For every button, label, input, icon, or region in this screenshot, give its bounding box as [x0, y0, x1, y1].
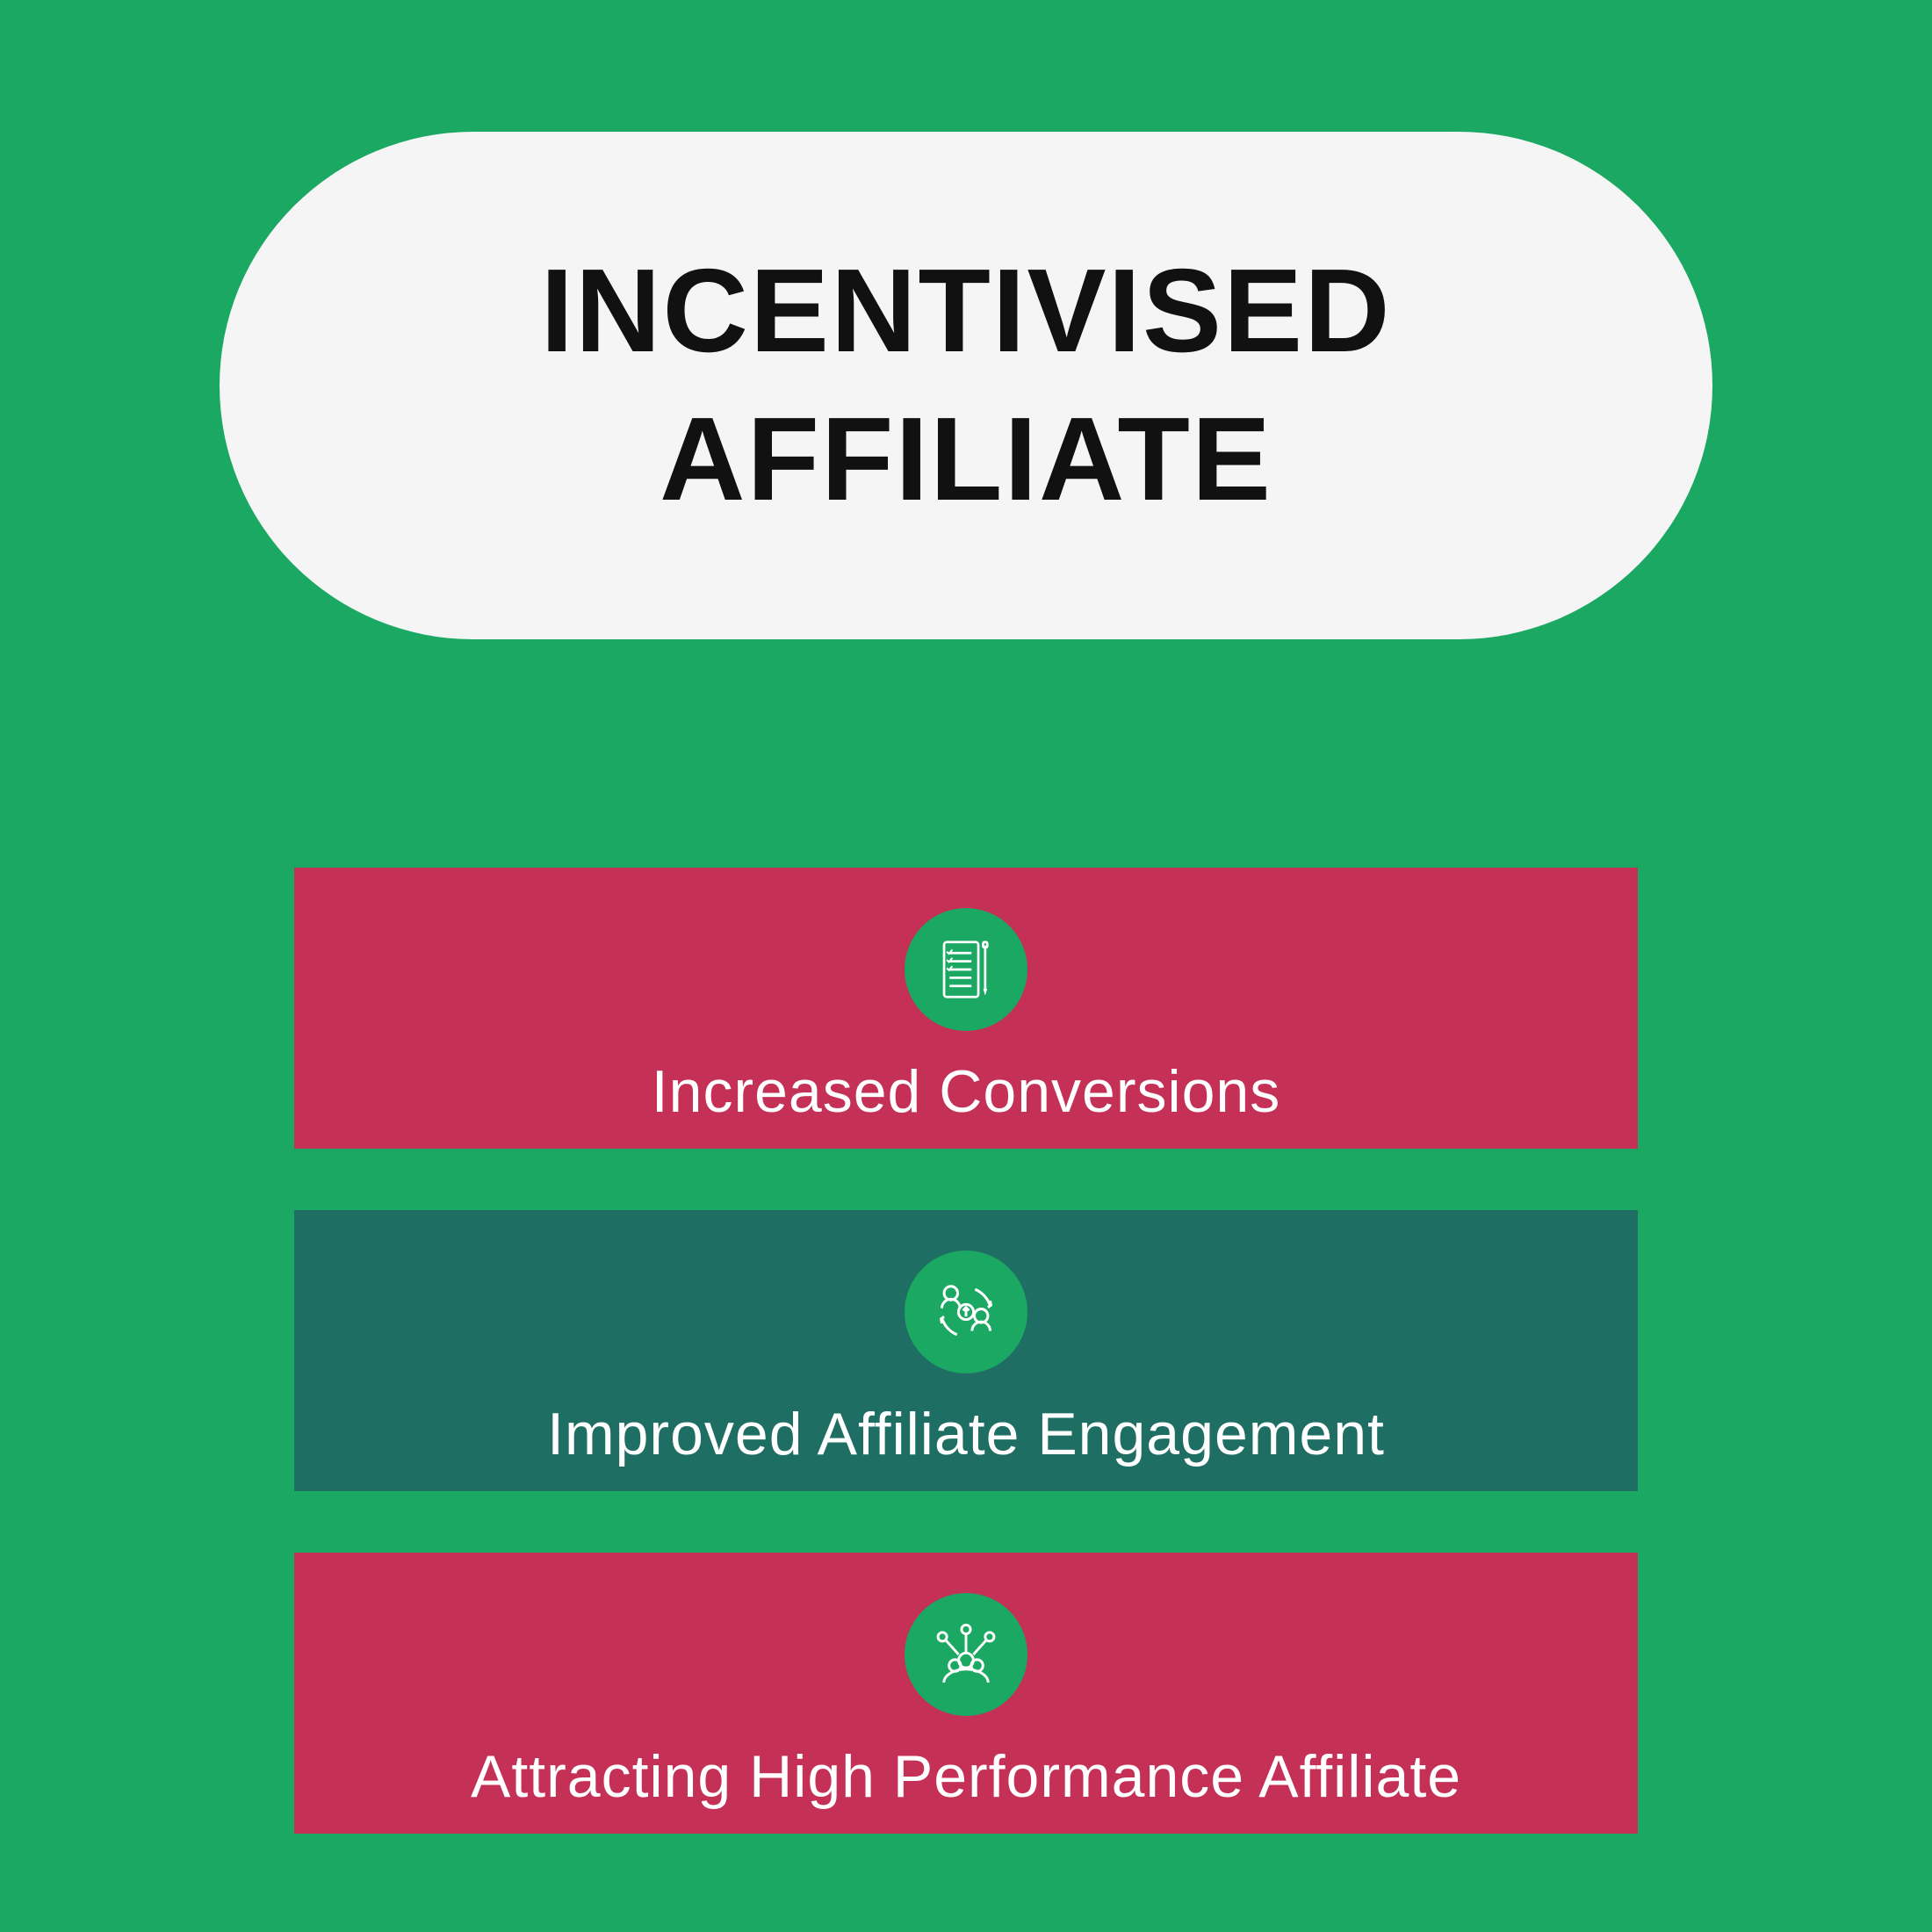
benefit-label: Attracting High Performance Affiliate — [471, 1742, 1461, 1811]
title-line-1: INCENTIVISED — [540, 237, 1391, 386]
benefit-bars: Increased Conversions Improved Affiliate… — [294, 868, 1638, 1834]
benefit-bar: Improved Affiliate Engagement — [294, 1210, 1638, 1491]
people-cycle-icon — [905, 1251, 1027, 1373]
benefit-label: Improved Affiliate Engagement — [547, 1400, 1385, 1468]
title-line-2: AFFILIATE — [660, 386, 1272, 534]
network-people-icon — [905, 1593, 1027, 1716]
checklist-icon — [905, 908, 1027, 1031]
benefit-bar: Increased Conversions — [294, 868, 1638, 1149]
benefit-bar: Attracting High Performance Affiliate — [294, 1553, 1638, 1834]
benefit-label: Increased Conversions — [652, 1057, 1280, 1126]
title-pill: INCENTIVISED AFFILIATE — [220, 132, 1712, 639]
